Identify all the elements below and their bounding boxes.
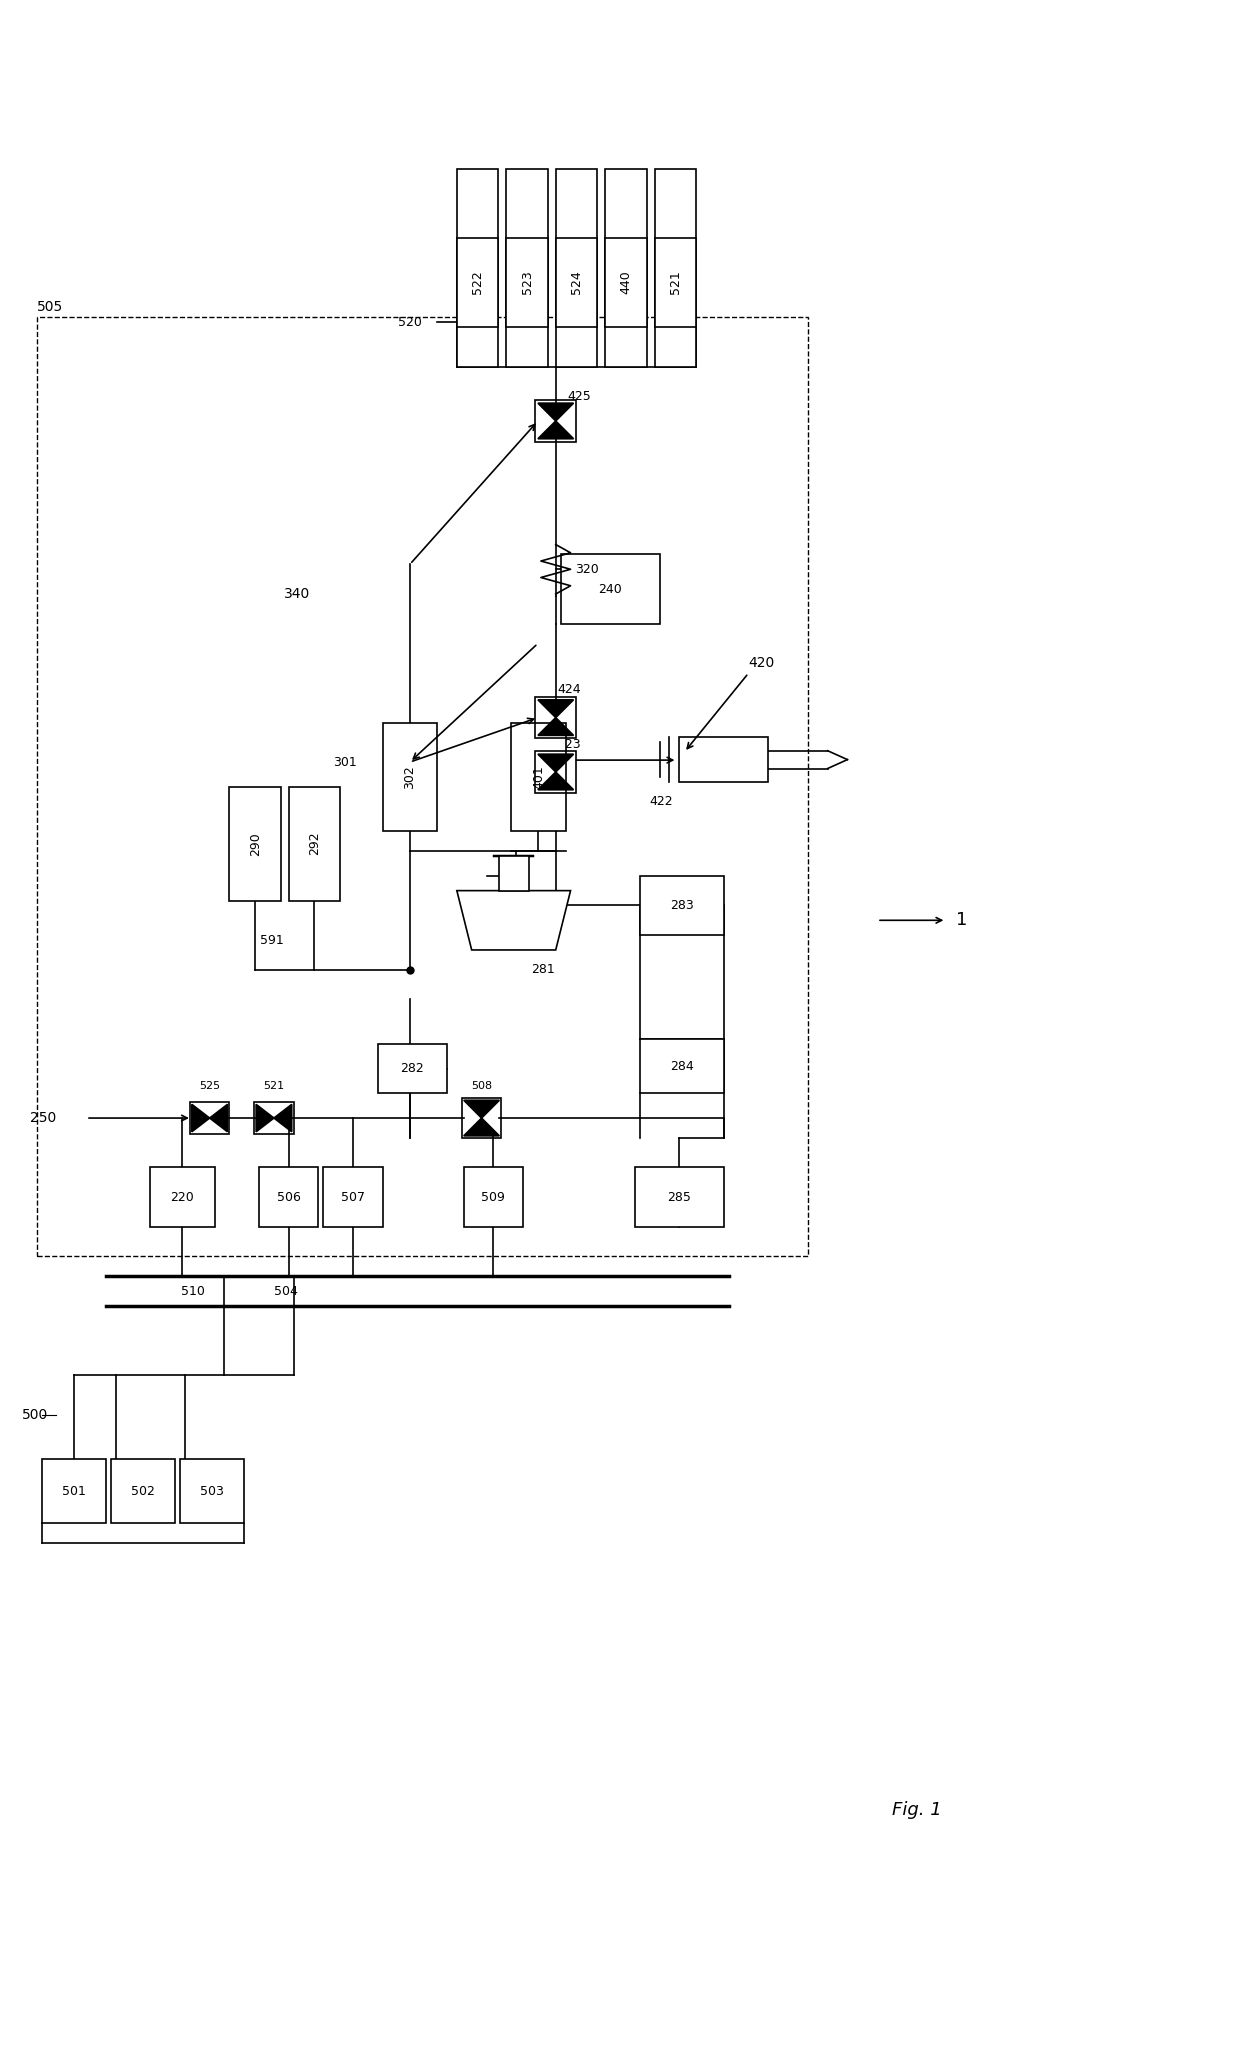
Bar xyxy=(456,170,498,366)
Text: 220: 220 xyxy=(171,1190,195,1204)
Bar xyxy=(534,697,577,739)
Text: 505: 505 xyxy=(37,300,63,314)
Bar xyxy=(560,554,660,623)
Bar xyxy=(456,238,498,327)
Text: 301: 301 xyxy=(334,755,357,768)
Text: 420: 420 xyxy=(749,656,775,670)
Polygon shape xyxy=(538,420,574,439)
Bar xyxy=(110,1459,175,1523)
Bar xyxy=(42,1459,105,1523)
Text: 283: 283 xyxy=(670,898,693,912)
Text: 423: 423 xyxy=(558,739,582,751)
Bar xyxy=(378,1045,446,1092)
Text: 523: 523 xyxy=(521,271,533,294)
Polygon shape xyxy=(257,1105,274,1132)
Polygon shape xyxy=(464,1117,500,1136)
Text: 440: 440 xyxy=(620,271,632,294)
Bar xyxy=(324,1167,383,1227)
Bar xyxy=(498,857,528,890)
Text: Fig. 1: Fig. 1 xyxy=(892,1802,941,1819)
Text: 500: 500 xyxy=(22,1407,48,1421)
Text: 1: 1 xyxy=(956,910,967,929)
Bar xyxy=(635,1167,724,1227)
Text: 504: 504 xyxy=(274,1285,298,1297)
Text: 510: 510 xyxy=(181,1285,205,1297)
Polygon shape xyxy=(456,890,570,950)
Text: 284: 284 xyxy=(670,1059,693,1072)
Text: 508: 508 xyxy=(471,1082,492,1092)
Text: 290: 290 xyxy=(249,832,262,857)
Bar xyxy=(464,1167,523,1227)
Text: 320: 320 xyxy=(575,563,599,575)
Text: 281: 281 xyxy=(531,964,554,977)
Text: 522: 522 xyxy=(471,271,484,294)
Bar xyxy=(534,399,577,441)
Bar xyxy=(180,1459,244,1523)
Text: 525: 525 xyxy=(200,1082,221,1092)
Text: 521: 521 xyxy=(263,1082,284,1092)
Text: 424: 424 xyxy=(558,683,582,697)
Polygon shape xyxy=(192,1105,210,1132)
Text: 509: 509 xyxy=(481,1190,506,1204)
Polygon shape xyxy=(538,772,574,790)
Text: 401: 401 xyxy=(532,766,544,788)
Polygon shape xyxy=(538,755,574,772)
Text: 282: 282 xyxy=(401,1061,424,1076)
Text: 521: 521 xyxy=(668,271,682,294)
Text: 501: 501 xyxy=(62,1486,86,1498)
Bar xyxy=(289,786,340,900)
Bar xyxy=(37,317,808,1256)
Bar xyxy=(556,170,598,366)
Bar xyxy=(640,1039,724,1092)
Bar xyxy=(640,875,724,935)
Bar xyxy=(506,170,548,366)
Bar xyxy=(680,737,769,782)
Text: 503: 503 xyxy=(200,1486,224,1498)
Bar xyxy=(511,722,565,832)
Bar xyxy=(655,170,696,366)
Polygon shape xyxy=(538,403,574,420)
Text: 524: 524 xyxy=(570,271,583,294)
Polygon shape xyxy=(538,718,574,734)
Polygon shape xyxy=(538,699,574,718)
Bar xyxy=(534,751,577,792)
Text: 285: 285 xyxy=(667,1190,691,1204)
Text: 240: 240 xyxy=(598,583,622,596)
Bar xyxy=(556,238,598,327)
Bar xyxy=(605,238,647,327)
Bar xyxy=(506,238,548,327)
Text: 591: 591 xyxy=(260,933,284,948)
Bar xyxy=(229,786,280,900)
Bar xyxy=(259,1167,319,1227)
Bar xyxy=(150,1167,215,1227)
Text: 520: 520 xyxy=(398,317,423,329)
Text: 425: 425 xyxy=(568,389,591,403)
Text: 302: 302 xyxy=(403,766,417,788)
Bar xyxy=(605,170,647,366)
Bar xyxy=(254,1103,294,1134)
Bar xyxy=(461,1099,501,1138)
Text: 250: 250 xyxy=(30,1111,56,1126)
Polygon shape xyxy=(274,1105,291,1132)
Text: 340: 340 xyxy=(284,588,310,600)
Text: 292: 292 xyxy=(308,832,321,854)
Bar xyxy=(655,238,696,327)
Bar xyxy=(383,722,436,832)
Text: 502: 502 xyxy=(131,1486,155,1498)
Text: 422: 422 xyxy=(650,794,673,809)
Polygon shape xyxy=(464,1101,500,1117)
Bar xyxy=(190,1103,229,1134)
Text: 507: 507 xyxy=(341,1190,365,1204)
Text: 506: 506 xyxy=(277,1190,300,1204)
Polygon shape xyxy=(210,1105,227,1132)
